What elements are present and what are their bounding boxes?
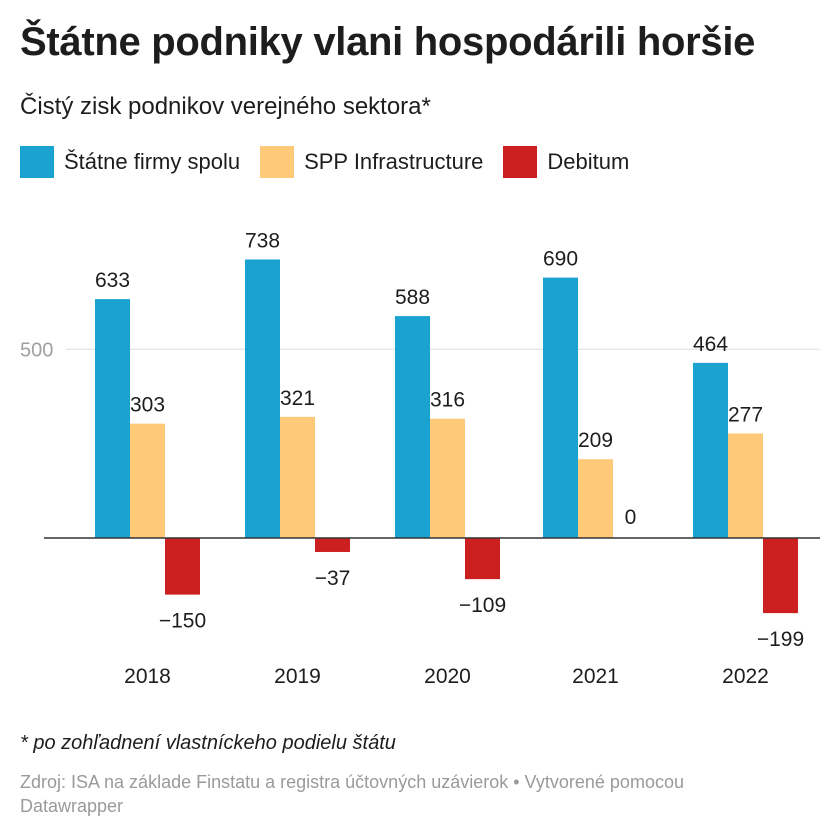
legend-label: Debitum [547,149,630,174]
legend-item-spp-infrastructure: SPP Infrastructure [260,146,483,178]
chart-subtitle: Čistý zisk podnikov verejného sektora* [20,93,431,120]
bar [693,362,728,538]
chart-title: Štátne podniky vlani hospodárili horšie [20,20,756,64]
x-tick-label: 2021 [572,665,619,688]
data-label: 633 [95,269,130,292]
y-tick-label: 500 [20,339,53,361]
x-tick-label: 2020 [424,665,471,688]
legend-swatch [503,146,538,178]
x-tick-label: 2022 [722,665,769,688]
data-label: 277 [728,403,763,426]
legend-item-statne-firmy: Štátne firmy spolu [20,146,240,178]
bar [543,277,578,538]
data-label: 588 [395,286,430,309]
data-label: 303 [130,394,165,417]
bar [395,316,430,538]
data-label: −109 [459,594,506,617]
legend-item-debitum: Debitum [503,146,629,178]
bar [245,259,280,538]
source-credit: Zdroj: ISA na základe Finstatu a registr… [20,772,684,816]
bar-chart: 500 633 303 −150 2018 738 321 −37 2019 588 316 −109… [20,229,820,688]
data-label: 209 [578,429,613,452]
legend-label: SPP Infrastructure [304,149,484,174]
x-tick-label: 2019 [274,665,321,688]
bar [763,538,798,614]
legend-swatch [260,146,295,178]
data-label: 0 [625,506,637,529]
bar [95,299,130,538]
bar [465,538,500,580]
bar [130,423,165,538]
data-label: 464 [693,333,728,356]
data-label: 316 [430,389,465,412]
data-label: −199 [757,628,804,651]
x-tick-label: 2018 [124,665,171,688]
data-label: 738 [245,229,280,252]
data-label: 321 [280,387,315,410]
footnote: * po zohľadnení vlastníckeho podielu štá… [20,732,396,754]
bar [728,433,763,538]
data-label: 690 [543,248,578,271]
data-label: −37 [315,567,351,590]
bar [165,538,200,595]
legend-swatch [20,146,54,178]
bar [430,418,465,538]
legend-label: Štátne firmy spolu [64,149,241,174]
bar [280,416,315,538]
legend: Štátne firmy spolu SPP Infrastructure De… [20,146,649,178]
bar [315,538,350,552]
bar [578,459,613,538]
data-label: −150 [159,610,206,633]
